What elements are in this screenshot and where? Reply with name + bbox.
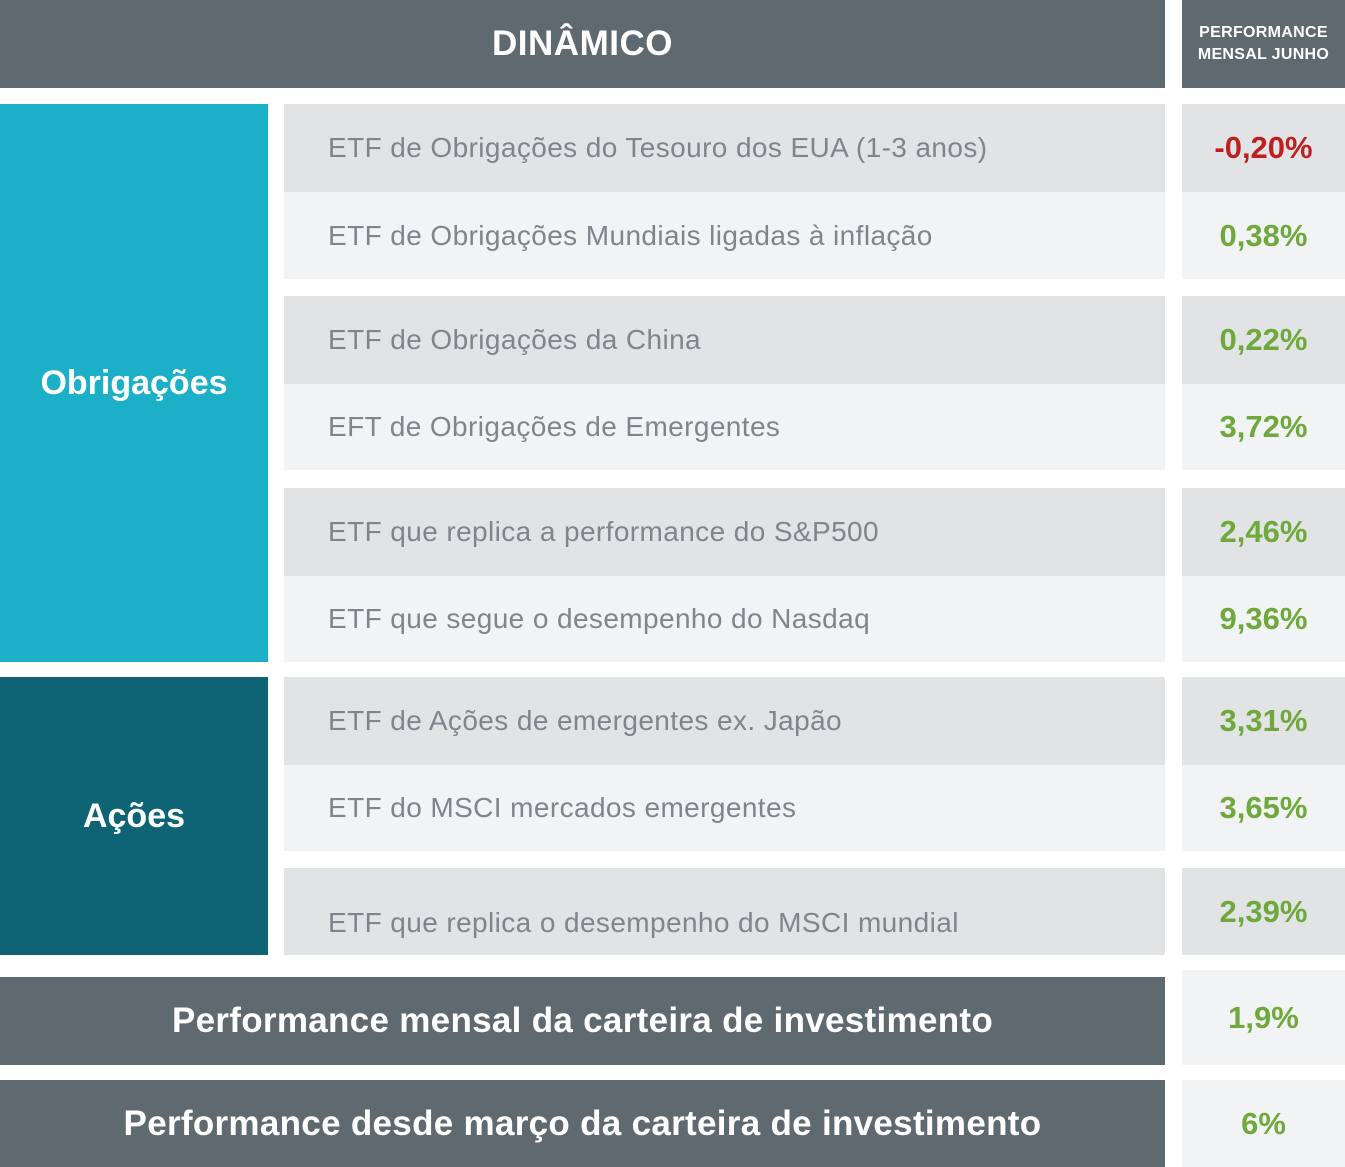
performance-header-line-2: MENSAL JUNHO xyxy=(1197,46,1330,63)
row-value: 0,22% xyxy=(1182,296,1345,384)
row-label: ETF que segue o desempenho do Nasdaq xyxy=(284,576,1165,662)
row-value: 2,39% xyxy=(1182,868,1345,955)
row-label: ETF que replica a performance do S&P500 xyxy=(284,488,1165,576)
row-value: 3,65% xyxy=(1182,765,1345,851)
row-label: ETF de Obrigações do Tesouro dos EUA (1-… xyxy=(284,104,1165,192)
total-since-march-value: 6% xyxy=(1182,1080,1345,1167)
row-label: ETF de Obrigações Mundiais ligadas à inf… xyxy=(284,192,1165,279)
row-label: ETF do MSCI mercados emergentes xyxy=(284,765,1165,851)
category-acoes: Ações xyxy=(0,677,268,955)
performance-header: PERFORMANCE MENSAL JUNHO xyxy=(1182,0,1345,88)
table-title: DINÂMICO xyxy=(0,0,1165,88)
row-value: 3,31% xyxy=(1182,677,1345,765)
row-value: 0,38% xyxy=(1182,192,1345,279)
row-label: ETF de Ações de emergentes ex. Japão xyxy=(284,677,1165,765)
row-value: 9,36% xyxy=(1182,576,1345,662)
performance-header-line-1: PERFORMANCE xyxy=(1199,24,1328,41)
row-value: 3,72% xyxy=(1182,384,1345,470)
category-obrigacoes: Obrigações xyxy=(0,104,268,662)
total-since-march-label: Performance desde março da carteira de i… xyxy=(0,1080,1165,1167)
row-label: EFT de Obrigações de Emergentes xyxy=(284,384,1165,470)
row-value: 2,46% xyxy=(1182,488,1345,576)
total-monthly-label: Performance mensal da carteira de invest… xyxy=(0,977,1165,1065)
row-label: ETF que replica o desempenho do MSCI mun… xyxy=(284,868,1165,955)
row-value: -0,20% xyxy=(1182,104,1345,192)
total-monthly-value: 1,9% xyxy=(1182,970,1345,1065)
row-label: ETF de Obrigações da China xyxy=(284,296,1165,384)
